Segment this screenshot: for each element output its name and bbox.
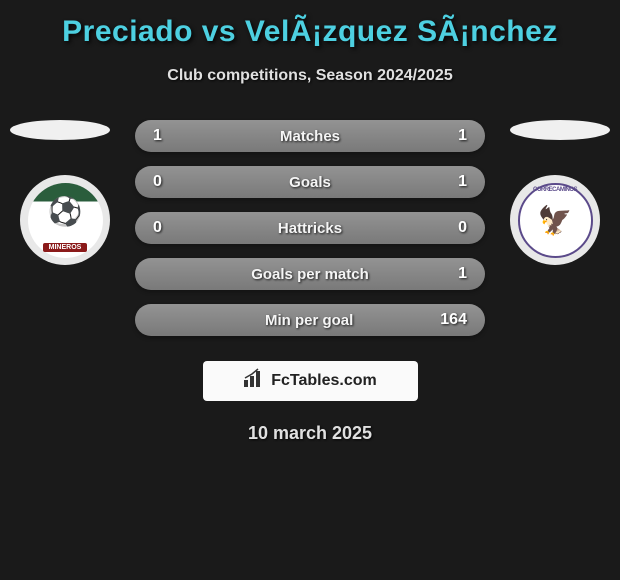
team-name-left: MINEROS [43,243,88,252]
stat-left-value: 1 [153,127,178,145]
stat-row-goals: 0 Goals 1 [135,166,485,198]
stat-row-hattricks: 0 Hattricks 0 [135,212,485,244]
stat-right-value: 164 [440,311,467,329]
stat-row-matches: 1 Matches 1 [135,120,485,152]
stat-label: Goals per match [251,266,369,283]
stat-label: Goals [289,174,331,191]
stat-label: Hattricks [278,220,342,237]
stat-label: Matches [280,128,340,145]
main-container: Preciado vs VelÃ¡zquez SÃ¡nchez Club com… [0,0,620,454]
stat-right-value: 0 [442,219,467,237]
stat-row-mpg: Min per goal 164 [135,304,485,336]
stat-label: Min per goal [265,312,353,329]
branding-text: FcTables.com [271,372,377,390]
player-avatar-right [510,120,610,140]
team-logo-right: CORRECAMINOS [518,183,593,258]
player-avatar-left [10,120,110,140]
stats-area: MINEROS CORRECAMINOS 1 Matches 1 0 Goals… [0,120,620,336]
chart-icon [243,368,265,394]
stat-row-gpm: Goals per match 1 [135,258,485,290]
stat-left-value: 0 [153,173,178,191]
team-logo-left: MINEROS [28,183,103,258]
subtitle: Club competitions, Season 2024/2025 [167,67,452,85]
date-text: 10 march 2025 [248,423,372,444]
team-badge-right: CORRECAMINOS [510,175,600,265]
stat-right-value: 1 [442,127,467,145]
branding-box[interactable]: FcTables.com [203,361,418,401]
stat-left-value: 0 [153,219,178,237]
stat-right-value: 1 [442,173,467,191]
stat-right-value: 1 [442,265,467,283]
team-badge-left: MINEROS [20,175,110,265]
team-name-right: CORRECAMINOS [533,187,577,193]
page-title: Preciado vs VelÃ¡zquez SÃ¡nchez [62,15,558,49]
